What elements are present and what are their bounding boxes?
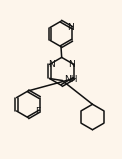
Text: N: N [67,23,74,32]
Text: N: N [49,59,55,69]
Text: NH: NH [64,75,77,84]
Text: N: N [68,59,75,69]
Text: F: F [35,107,40,116]
